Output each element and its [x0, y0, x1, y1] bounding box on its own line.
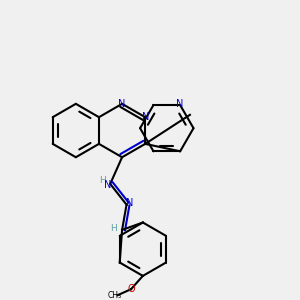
Text: N: N [126, 198, 133, 208]
Text: O: O [127, 284, 135, 294]
Text: CH₃: CH₃ [108, 291, 122, 300]
Text: H: H [99, 176, 106, 185]
Text: N: N [118, 99, 126, 109]
Text: N: N [104, 180, 112, 190]
Text: N: N [176, 99, 184, 109]
Text: N: N [142, 112, 149, 122]
Text: H: H [110, 224, 117, 233]
